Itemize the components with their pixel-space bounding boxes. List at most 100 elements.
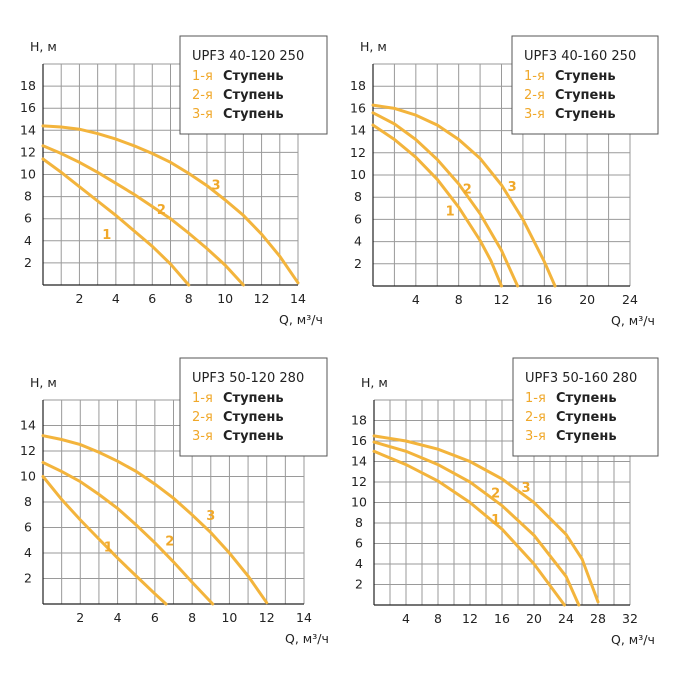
curve-stage-3 (41, 124, 300, 285)
legend-stage-number: 2-я (192, 88, 213, 103)
legend-stage-number: 1-я (524, 69, 545, 84)
y-axis-label: H, м (361, 375, 388, 390)
legend-stage-number: 3-я (525, 429, 546, 444)
x-tick-label: 8 (185, 291, 193, 306)
y-tick-label: 6 (354, 211, 362, 226)
legend-box (512, 357, 659, 457)
y-tick-label: 4 (24, 545, 32, 560)
curve-label-2: 2 (165, 534, 174, 549)
x-tick-label: 8 (434, 611, 442, 626)
y-tick-label: 12 (351, 474, 367, 489)
y-tick-label: 16 (351, 433, 367, 448)
curve-stage-1 (41, 475, 168, 606)
curve-label-3: 3 (212, 178, 221, 193)
x-tick-label: 8 (455, 292, 463, 307)
curve-label-1: 1 (104, 541, 113, 556)
y-tick-label: 6 (24, 520, 32, 535)
legend-stage-number: 2-я (192, 410, 213, 425)
y-tick-label: 16 (20, 100, 36, 115)
legend-stage-number: 1-я (192, 69, 213, 84)
y-tick-label: 12 (20, 443, 36, 458)
legend-stage-number: 2-я (525, 410, 546, 425)
y-tick-label: 18 (351, 413, 367, 428)
chart-title: UPF3 50-160 280 (525, 371, 637, 386)
y-tick-label: 8 (24, 494, 32, 509)
legend-stage-word: Ступень (223, 69, 284, 84)
y-tick-label: 4 (355, 556, 363, 571)
y-tick-label: 10 (20, 167, 36, 182)
x-axis-label: Q, м³/ч (279, 312, 323, 327)
curve-label-3: 3 (521, 481, 530, 496)
y-tick-label: 10 (350, 167, 366, 182)
y-tick-label: 14 (20, 418, 36, 433)
curve-stage-2 (372, 440, 581, 607)
y-tick-label: 14 (20, 122, 36, 137)
curve-label-1: 1 (102, 228, 111, 243)
grid (373, 63, 631, 286)
x-tick-label: 24 (558, 611, 574, 626)
legend-stage-word: Ступень (223, 429, 284, 444)
y-tick-label: 12 (350, 145, 366, 160)
legend-stage-number: 1-я (192, 391, 213, 406)
x-tick-label: 2 (76, 610, 84, 625)
curve-stage-1 (371, 123, 503, 288)
y-tick-label: 4 (354, 234, 362, 249)
legend-stage-number: 3-я (192, 429, 213, 444)
x-tick-label: 8 (188, 610, 196, 625)
x-tick-label: 2 (75, 291, 83, 306)
x-tick-label: 14 (296, 610, 312, 625)
x-tick-label: 4 (402, 611, 410, 626)
x-tick-label: 10 (221, 610, 237, 625)
y-tick-label: 2 (355, 577, 363, 592)
y-tick-label: 12 (20, 144, 36, 159)
y-axis-label: H, м (360, 39, 387, 54)
x-tick-label: 12 (462, 611, 478, 626)
curve-stage-3 (41, 434, 269, 605)
curve-stage-2 (371, 111, 520, 288)
legend-stage-word: Ступень (556, 391, 617, 406)
legend: UPF3 40-120 250 1-я Ступень 2-я Ступень 3-я Ст… (179, 35, 328, 135)
curve-label-3: 3 (508, 180, 517, 195)
legend: UPF3 50-160 280 1-я Ступень 2-я Ступень 3-я Ст… (512, 357, 659, 457)
legend-stage-word: Ступень (556, 429, 617, 444)
x-tick-label: 6 (151, 610, 159, 625)
legend-stage-word: Ступень (556, 410, 617, 425)
curve-label-2: 2 (491, 486, 500, 501)
x-axis-label: Q, м³/ч (285, 631, 329, 646)
curve-label-2: 2 (157, 203, 166, 218)
y-tick-label: 2 (24, 255, 32, 270)
x-tick-label: 12 (254, 291, 270, 306)
x-tick-label: 12 (259, 610, 275, 625)
x-tick-label: 28 (590, 611, 606, 626)
legend-stage-word: Ступень (555, 88, 616, 103)
legend-box (179, 357, 328, 457)
y-tick-label: 6 (355, 536, 363, 551)
legend-stage-word: Ступень (223, 107, 284, 122)
x-tick-label: 32 (622, 611, 638, 626)
y-tick-label: 16 (350, 100, 366, 115)
y-tick-label: 2 (24, 571, 32, 586)
x-tick-label: 16 (494, 611, 510, 626)
y-tick-label: 10 (351, 495, 367, 510)
y-tick-label: 18 (20, 78, 36, 93)
curve-stage-2 (41, 461, 215, 606)
legend-stage-number: 2-я (524, 88, 545, 103)
legend-stage-word: Ступень (555, 69, 616, 84)
legend-stage-word: Ступень (223, 88, 284, 103)
chart-title: UPF3 40-120 250 (192, 49, 304, 64)
curve-stage-2 (41, 144, 245, 287)
y-axis-label: H, м (30, 375, 57, 390)
legend-stage-number: 3-я (192, 107, 213, 122)
x-tick-label: 4 (112, 291, 120, 306)
curve-label-3: 3 (206, 509, 215, 524)
legend-stage-word: Ступень (555, 107, 616, 122)
legend-box (179, 35, 328, 135)
y-tick-label: 18 (350, 78, 366, 93)
legend: UPF3 50-120 280 1-я Ступень 2-я Ступень 3-я Ст… (179, 357, 328, 457)
legend-stage-number: 1-я (525, 391, 546, 406)
y-tick-label: 6 (24, 211, 32, 226)
